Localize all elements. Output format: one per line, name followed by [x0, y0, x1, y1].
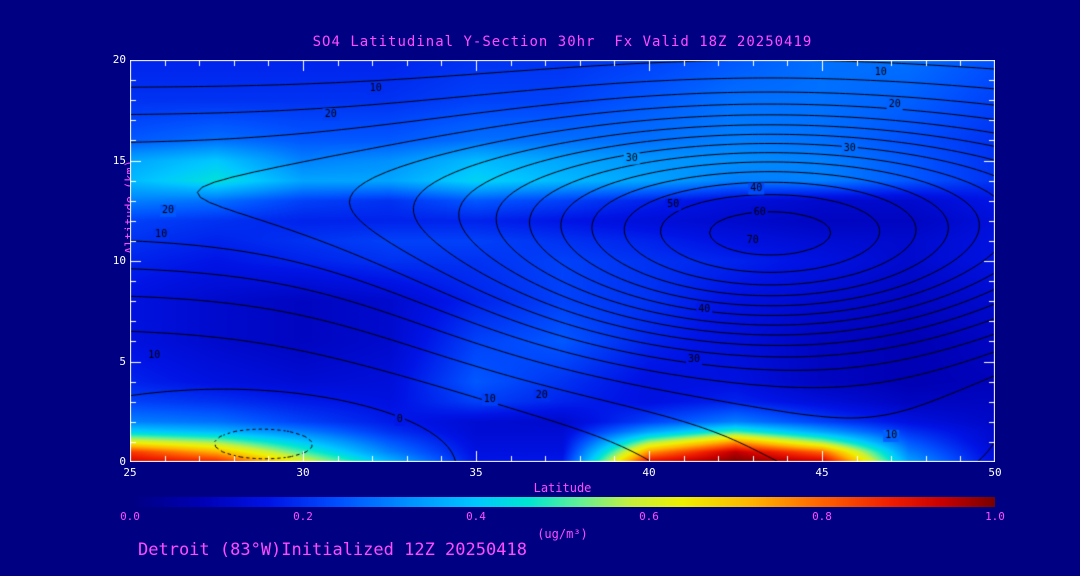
colorbar-tick-label: 0.8 [812, 510, 832, 523]
x-tick-label: 40 [642, 466, 656, 479]
y-tick-label: 15 [112, 153, 126, 167]
y-tick-label: 0 [119, 455, 126, 468]
y-tick-label: 20 [112, 53, 126, 66]
page-title: SO4 Latitudinal Y-Section 30hr Fx Valid … [312, 34, 813, 50]
colorbar-tick-label: 0.6 [639, 510, 659, 523]
x-tick-label: 45 [815, 466, 829, 479]
colorbar-tick-label: 0.4 [466, 510, 486, 523]
contour-heatmap-canvas [130, 60, 995, 462]
x-tick-label: 50 [988, 466, 1002, 479]
x-tick-label: 30 [296, 466, 310, 479]
y-tick-label: 10 [112, 254, 126, 267]
y-tick-label: 5 [119, 354, 126, 368]
footer-annotation: Detroit (83°W)Initialized 12Z 20250418 [138, 540, 527, 560]
x-tick-label: 25 [123, 466, 137, 479]
x-axis-label: Latitude [533, 481, 592, 495]
x-tick-label: 35 [469, 466, 483, 479]
colorbar-tick-label: 1.0 [985, 510, 1005, 523]
colorbar-canvas [130, 497, 995, 507]
colorbar-units-label: (ug/m³) [537, 527, 588, 541]
colorbar-tick-label: 0.2 [293, 510, 313, 523]
colorbar-tick-label: 0.0 [120, 510, 140, 523]
